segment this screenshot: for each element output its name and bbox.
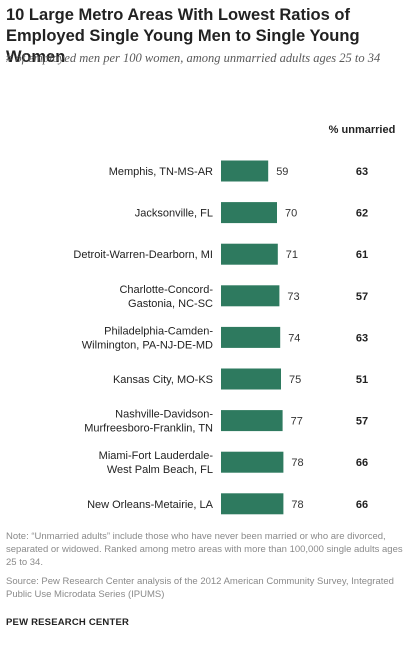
pct-unmarried-header: % unmarried	[329, 124, 396, 136]
category-label: Detroit-Warren-Dearborn, MI	[73, 249, 213, 261]
pct-unmarried-value: 63	[356, 332, 368, 344]
chart-title: 10 Large Metro Areas With Lowest Ratios …	[6, 6, 360, 66]
category-label-line: Miami-Fort Lauderdale-	[99, 450, 214, 462]
pct-unmarried-value: 63	[356, 166, 368, 178]
category-label: Charlotte-Concord- Gastonia, NC-SC	[119, 284, 213, 310]
chart-subtitle: # of employed men per 100 women, among u…	[6, 51, 381, 65]
bar-value-label: 77	[291, 416, 303, 428]
bar-value-label: 71	[286, 249, 298, 261]
bar-value-label: 75	[289, 374, 301, 386]
pct-unmarried-value: 62	[356, 208, 368, 220]
category-label: Miami-Fort Lauderdale- West Palm Beach, F…	[99, 450, 214, 476]
category-label: Nashville-Davidson- Murfreesboro-Franklin…	[84, 409, 213, 435]
bar	[221, 160, 269, 182]
chart-note: Note: “Unmarried adults” include those w…	[6, 531, 403, 568]
pct-unmarried-value: 51	[356, 374, 368, 386]
bar	[221, 202, 277, 224]
bar	[221, 285, 280, 307]
pct-unmarried-value: 57	[356, 291, 368, 303]
category-label-line: Gastonia, NC-SC	[128, 298, 213, 310]
bar-value-label: 78	[291, 499, 303, 511]
bar	[221, 493, 284, 515]
category-label: Jacksonville, FL	[135, 208, 213, 220]
chart-source: Source: Pew Research Center analysis of …	[6, 576, 394, 600]
category-label-line: Philadelphia-Camden-	[104, 325, 213, 337]
bar	[221, 243, 278, 265]
category-label: Kansas City, MO-KS	[113, 374, 213, 386]
pct-unmarried-value: 66	[356, 457, 368, 469]
bar	[221, 451, 284, 473]
bar-value-label: 73	[287, 291, 299, 303]
bar-value-label: 78	[291, 457, 303, 469]
bar-value-label: 59	[276, 166, 288, 178]
pct-unmarried-value: 57	[356, 416, 368, 428]
category-label-line: West Palm Beach, FL	[107, 464, 213, 476]
bar	[221, 368, 281, 390]
category-label-line: Nashville-Davidson-	[115, 409, 213, 421]
bar-chart: % unmarried 59 Memphis, TN-MS-AR 63 70 Jacks…	[73, 124, 396, 515]
category-label-line: Charlotte-Concord-	[119, 284, 213, 296]
category-label: Philadelphia-Camden- Wilmington, PA-NJ-DE…	[82, 325, 214, 351]
pct-unmarried-value: 61	[356, 249, 368, 261]
organization-name: PEW RESEARCH CENTER	[6, 617, 130, 628]
category-label: New Orleans-Metairie, LA	[87, 499, 214, 511]
category-label-line: Murfreesboro-Franklin, TN	[84, 423, 213, 435]
category-label-line: Wilmington, PA-NJ-DE-MD	[82, 339, 213, 351]
bar	[221, 326, 281, 348]
pct-unmarried-value: 66	[356, 499, 368, 511]
bar	[221, 410, 283, 432]
bar-value-label: 70	[285, 208, 297, 220]
bar-value-label: 74	[288, 332, 300, 344]
category-label: Memphis, TN-MS-AR	[109, 166, 213, 178]
